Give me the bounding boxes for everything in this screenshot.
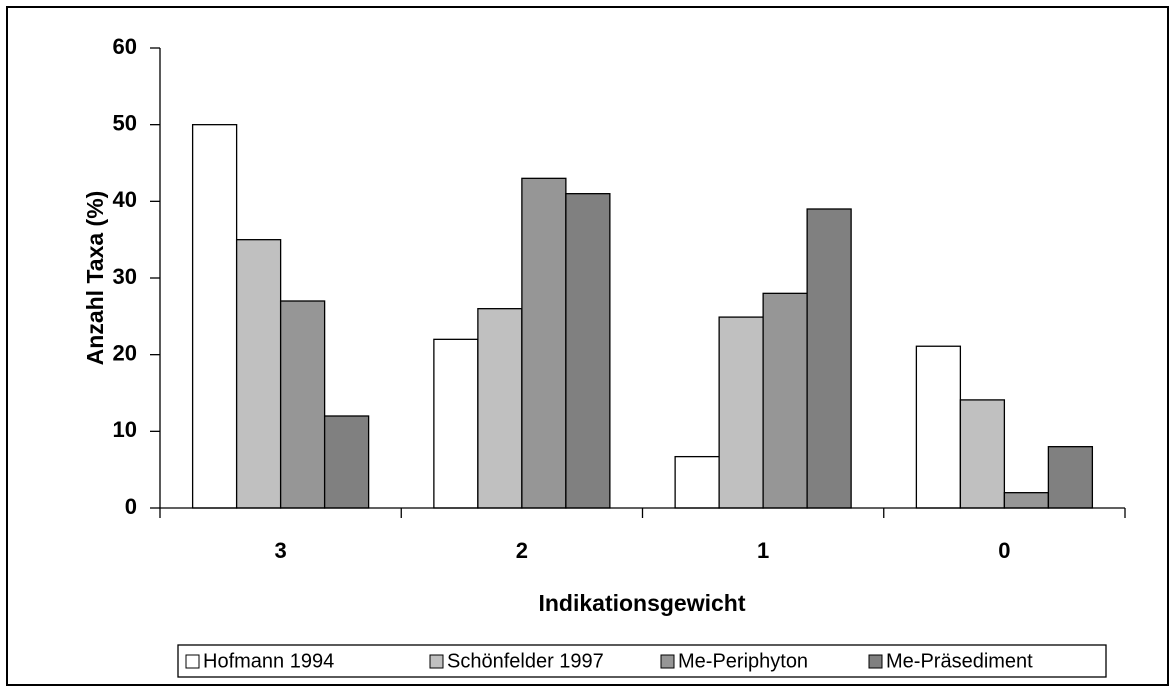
bar (674, 455, 720, 509)
y-tick-label: 0 (125, 494, 137, 519)
legend-swatch (429, 654, 444, 669)
legend-label: Me-Periphyton (678, 650, 808, 672)
y-tick-label: 40 (113, 187, 137, 212)
y-tick-label: 60 (113, 34, 137, 59)
bar (806, 208, 852, 509)
legend-swatch (660, 654, 675, 669)
bar (433, 338, 479, 509)
bar (915, 345, 962, 509)
bar (762, 292, 808, 509)
legend-label: Schönfelder 1997 (447, 650, 604, 672)
y-axis-title: Anzahl Taxa (%) (82, 191, 108, 366)
bar (1003, 492, 1050, 509)
x-tick-label: 0 (998, 538, 1010, 563)
bar (959, 399, 1006, 509)
bar (1047, 446, 1094, 509)
legend-swatch (185, 654, 200, 669)
bar (718, 316, 764, 509)
x-tick-label: 2 (516, 538, 528, 563)
y-tick-label: 10 (113, 417, 137, 442)
bar (191, 124, 238, 509)
x-axis-title: Indikationsgewicht (538, 590, 745, 616)
legend-box (177, 644, 1107, 678)
bar (323, 415, 370, 509)
legend-label: Me-Präsediment (886, 650, 1033, 672)
y-tick-label: 30 (113, 264, 137, 289)
legend-label: Hofmann 1994 (203, 650, 334, 672)
x-tick-label: 1 (757, 538, 769, 563)
y-tick-label: 50 (113, 110, 137, 135)
bar (565, 193, 611, 509)
bar (279, 300, 326, 509)
bar (477, 308, 523, 509)
bar (521, 177, 567, 509)
bar (235, 239, 282, 509)
x-tick-label: 3 (275, 538, 287, 563)
legend-swatch (868, 654, 883, 669)
y-tick-label: 20 (113, 340, 137, 365)
